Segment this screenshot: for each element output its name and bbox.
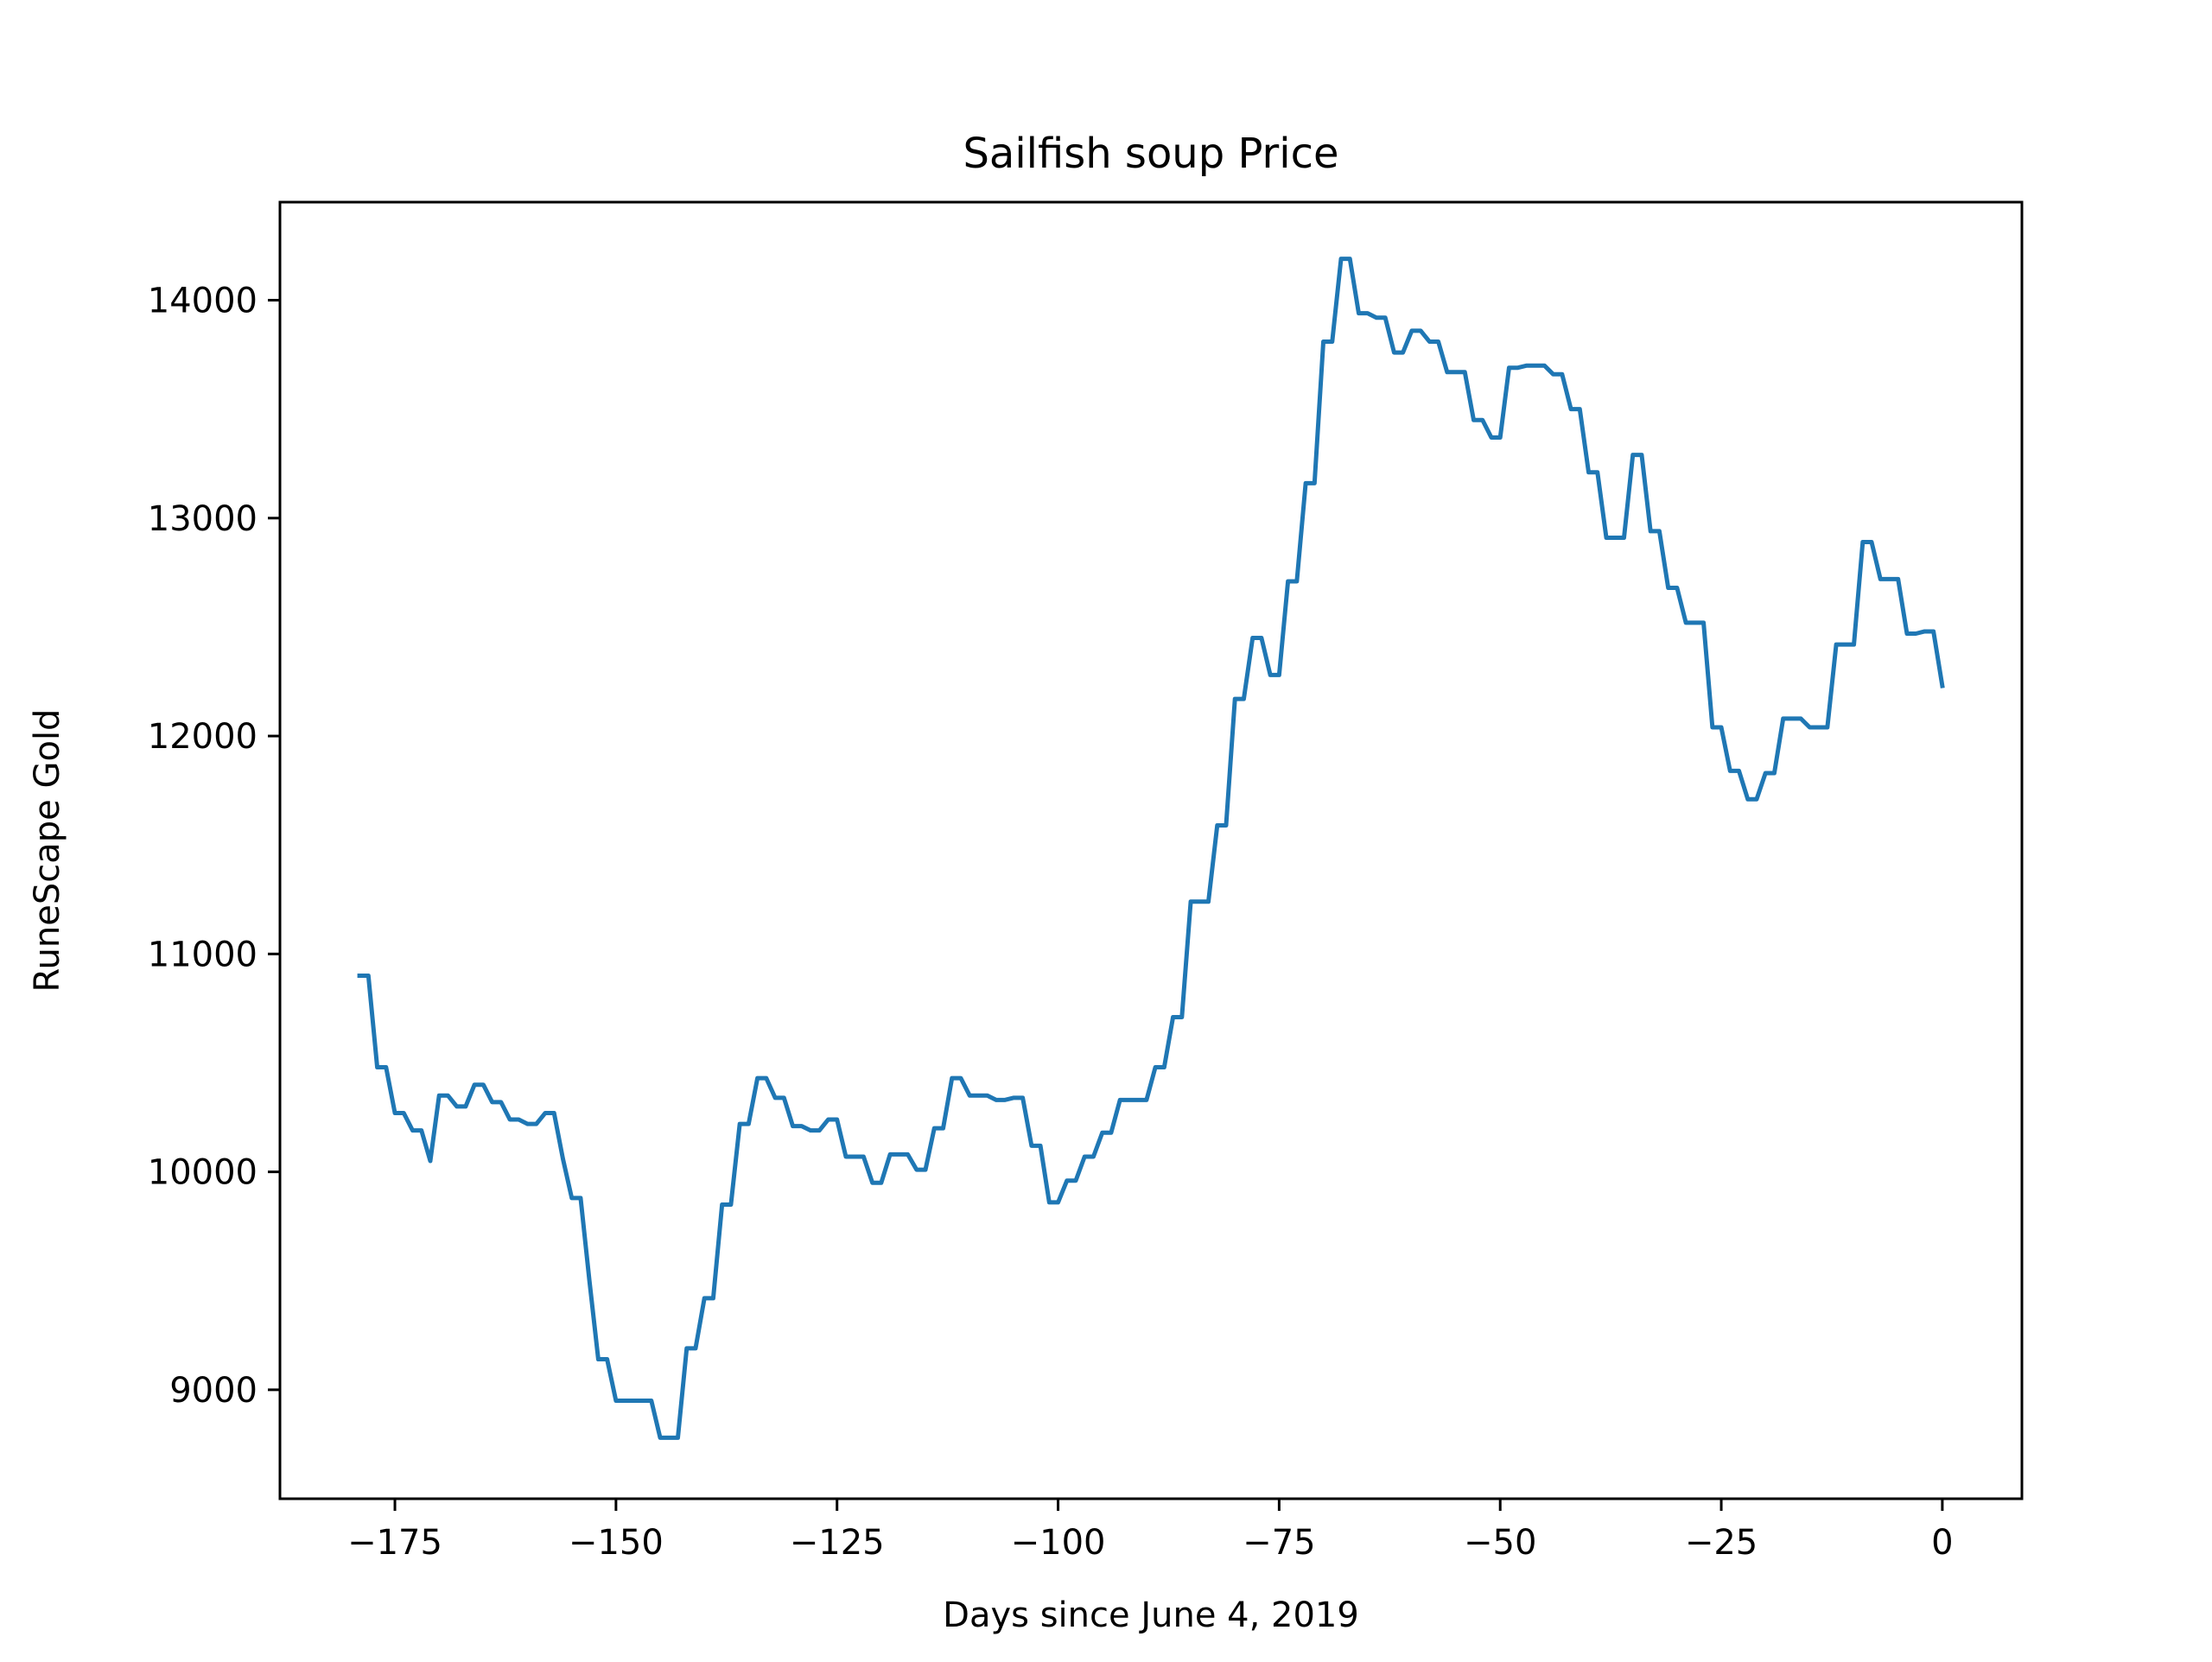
- x-tick-label: −125: [790, 1523, 885, 1563]
- x-tick-label: −50: [1464, 1523, 1536, 1563]
- y-tick-label: 11000: [148, 935, 257, 974]
- y-tick-label: 9000: [169, 1371, 257, 1411]
- y-tick-label: 10000: [148, 1153, 257, 1193]
- y-axis-label: RuneScape Gold: [28, 709, 67, 993]
- x-tick-label: −75: [1243, 1523, 1315, 1563]
- x-tick-label: −150: [569, 1523, 664, 1563]
- x-axis-label: Days since June 4, 2019: [943, 1595, 1359, 1635]
- x-tick-label: 0: [1931, 1523, 1953, 1563]
- x-tick-label: −100: [1011, 1523, 1106, 1563]
- chart-title: Sailfish soup Price: [963, 130, 1338, 178]
- x-tick-label: −175: [347, 1523, 442, 1563]
- y-tick-label: 13000: [148, 499, 257, 539]
- y-tick-label: 12000: [148, 717, 257, 757]
- y-tick-label: 14000: [148, 282, 257, 321]
- x-tick-label: −25: [1685, 1523, 1758, 1563]
